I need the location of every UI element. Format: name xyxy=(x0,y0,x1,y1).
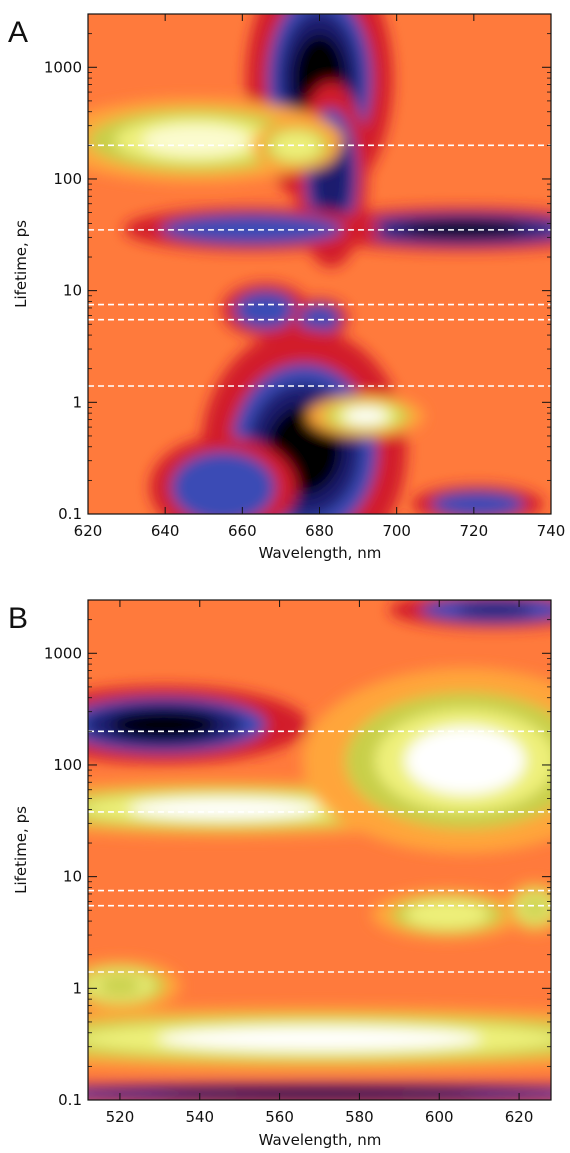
x-tick-label: 620 xyxy=(505,1108,534,1126)
y-tick-label: 0.1 xyxy=(58,505,82,523)
x-tick-label: 520 xyxy=(106,1108,135,1126)
heatmap-feature xyxy=(128,798,319,819)
heatmap-feature xyxy=(196,468,251,507)
y-tick-label: 1 xyxy=(72,393,82,411)
panel-a-x-label: Wavelength, nm xyxy=(259,544,382,562)
heatmap-feature xyxy=(157,1026,482,1051)
panel-b: B 520 540 560 580 600 620 0.1 1 10 100 1000 Wavel… xyxy=(8,599,552,1149)
panel-b-y-axis: 0.1 1 10 100 1000 xyxy=(44,599,551,1109)
panel-b-x-label: Wavelength, nm xyxy=(259,1131,382,1149)
heatmap-feature xyxy=(97,976,143,996)
panel-b-letter: B xyxy=(8,602,28,635)
x-tick-label: 540 xyxy=(185,1108,214,1126)
x-tick-label: 680 xyxy=(305,522,334,540)
panel-b-dashed-lines xyxy=(88,730,551,973)
x-tick-label: 700 xyxy=(382,522,411,540)
panel-b-frame xyxy=(87,599,552,1101)
y-tick-label: 100 xyxy=(53,170,82,188)
x-tick-label: 600 xyxy=(425,1108,454,1126)
heatmap-feature xyxy=(344,408,388,424)
heatmap-feature xyxy=(403,221,525,238)
x-tick-label: 620 xyxy=(74,522,103,540)
panel-a-x-axis: 620 640 660 680 700 720 740 xyxy=(74,14,566,540)
panel-a: A 620 640 660 680 700 720 740 0.1 1 10 100 1000 Wa… xyxy=(8,13,566,562)
heatmap-feature xyxy=(157,1089,482,1099)
panel-a-y-label: Lifetime, ps xyxy=(12,220,30,308)
y-tick-label: 1 xyxy=(72,979,82,997)
panel-b-heatmap xyxy=(88,600,551,1100)
heatmap-feature xyxy=(249,300,282,320)
heatmap-feature xyxy=(405,726,526,795)
y-tick-label: 100 xyxy=(53,756,82,774)
heatmap-feature xyxy=(142,124,251,156)
panel-a-letter: A xyxy=(8,16,28,49)
panel-b-y-label: Lifetime, ps xyxy=(12,806,30,894)
heatmap-feature xyxy=(110,710,217,740)
heatmap-feature xyxy=(308,311,331,327)
panel-b-x-axis: 520 540 560 580 600 620 xyxy=(106,600,534,1126)
y-tick-label: 10 xyxy=(63,282,82,300)
panel-a-heatmap xyxy=(88,14,551,514)
panel-a-y-axis: 0.1 1 10 100 1000 xyxy=(44,13,551,523)
y-tick-label: 1000 xyxy=(44,644,82,662)
y-tick-label: 0.1 xyxy=(58,1091,82,1109)
x-tick-label: 660 xyxy=(228,522,257,540)
x-tick-label: 640 xyxy=(151,522,180,540)
y-tick-label: 1000 xyxy=(44,58,82,76)
heatmap-feature xyxy=(280,136,313,156)
y-tick-label: 10 xyxy=(63,868,82,886)
heatmap-feature xyxy=(523,898,547,918)
x-tick-label: 740 xyxy=(537,522,566,540)
x-tick-label: 580 xyxy=(345,1108,374,1126)
heatmap-feature xyxy=(453,497,502,512)
x-tick-label: 720 xyxy=(460,522,489,540)
panel-a-dashed-lines xyxy=(88,144,551,387)
x-tick-label: 560 xyxy=(265,1108,294,1126)
heatmap-feature xyxy=(456,602,535,617)
heatmap-feature xyxy=(419,905,476,924)
